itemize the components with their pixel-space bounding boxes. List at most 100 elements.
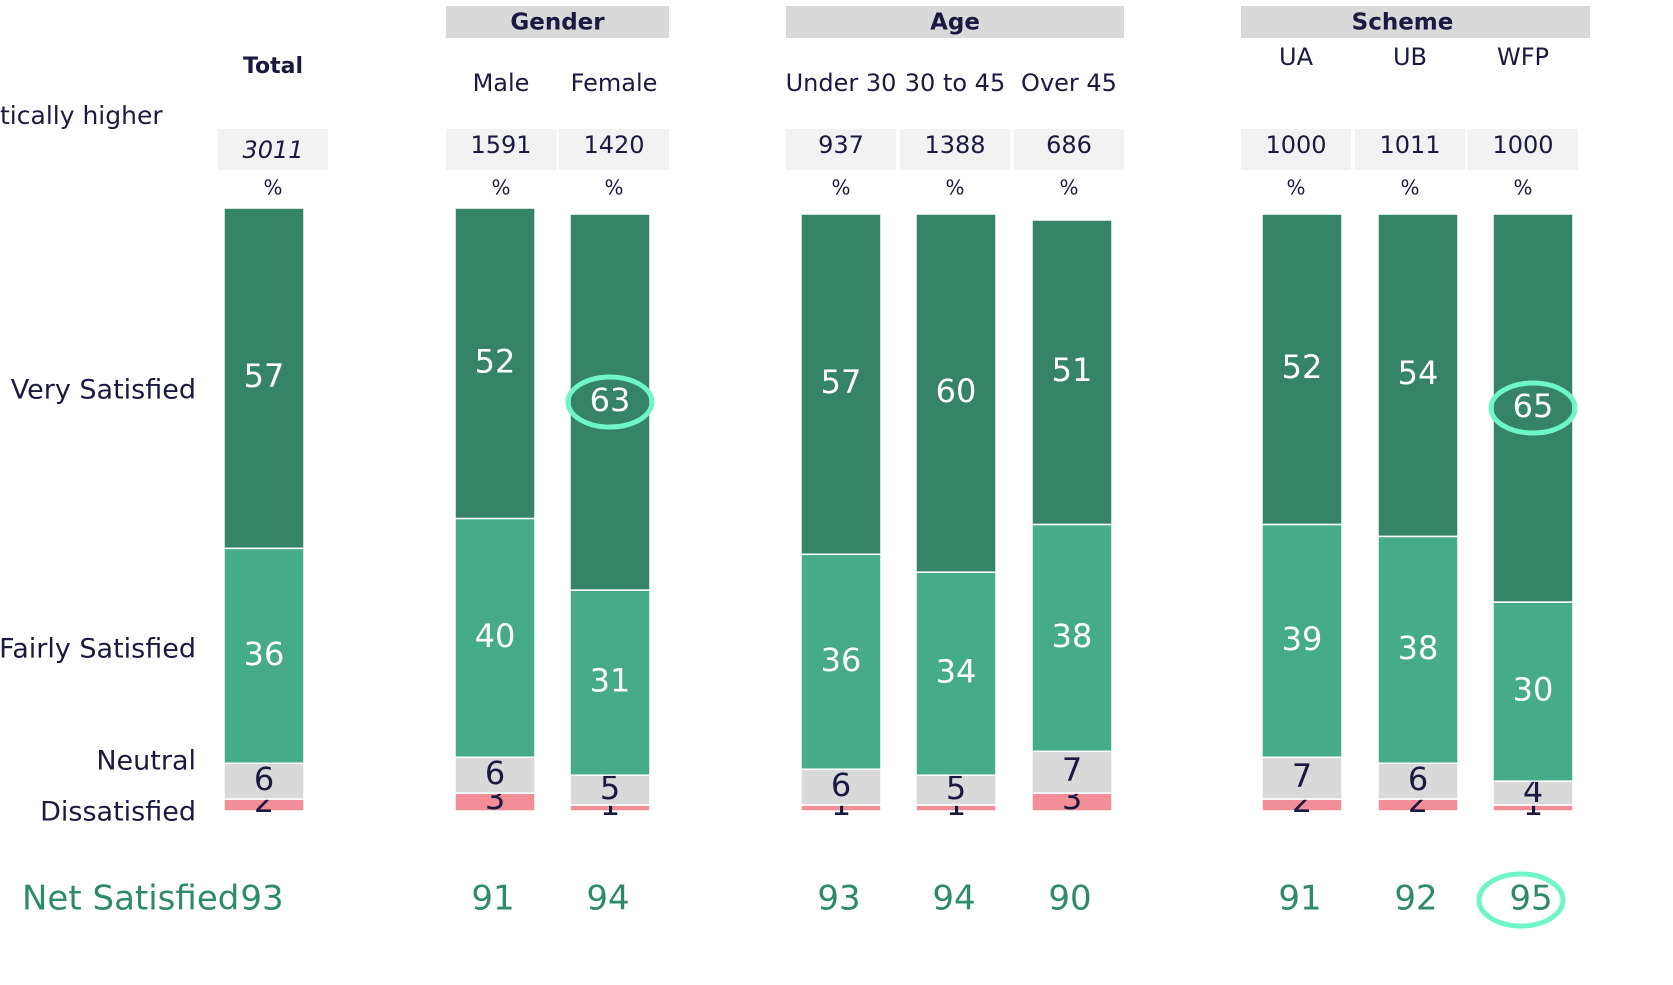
- total-header: Total: [243, 54, 303, 79]
- unit-label: %: [604, 176, 623, 200]
- note: tically higher: [0, 101, 163, 130]
- column-header: WFP: [1497, 43, 1549, 71]
- segment-label: 5: [600, 769, 620, 807]
- group-header-box: [786, 6, 1124, 38]
- highlight-ellipse: [1488, 380, 1578, 436]
- segment-label: 30: [1513, 671, 1554, 709]
- column-header: Over 45: [1021, 69, 1117, 97]
- column-header: UA: [1279, 43, 1314, 71]
- highlight-ellipse: [1476, 871, 1566, 929]
- segment-label: 36: [244, 635, 285, 673]
- group-header: Gender: [510, 10, 605, 36]
- bar-segment: [915, 571, 997, 776]
- bar-segment: [569, 589, 651, 776]
- segment-label: 40: [475, 617, 516, 655]
- row-label: Neutral: [96, 746, 196, 777]
- column-header: Male: [473, 69, 530, 97]
- net-value: 91: [471, 879, 514, 919]
- segment-label: 31: [590, 662, 631, 700]
- net-label: Net Satisfied: [22, 879, 239, 919]
- base-box: [559, 129, 669, 170]
- group-header-box: [1241, 6, 1590, 38]
- row-label: Dissatisfied: [40, 797, 196, 828]
- unit-label: %: [1286, 176, 1305, 200]
- net-value: 94: [586, 879, 629, 919]
- segment-label: 6: [1408, 760, 1428, 798]
- segment-label: 7: [1292, 757, 1312, 795]
- bar-segment: [569, 213, 651, 591]
- bar-segment: [800, 213, 882, 556]
- segment-label: 57: [821, 363, 862, 401]
- segment-label: 6: [485, 754, 505, 792]
- unit-label: %: [831, 176, 850, 200]
- segment-label: 6: [831, 766, 851, 804]
- net-value: 91: [1278, 879, 1321, 919]
- bar-segment: [800, 553, 882, 770]
- unit-label: %: [1513, 176, 1532, 200]
- base-value: 686: [1046, 131, 1092, 159]
- column-header: UB: [1393, 43, 1427, 71]
- base-box: [1355, 129, 1465, 170]
- base-value: 1388: [924, 131, 985, 159]
- base-box: [900, 129, 1010, 170]
- base-box: [786, 129, 896, 170]
- segment-label: 5: [946, 769, 966, 807]
- bar-segment: [1377, 213, 1459, 538]
- row-label: Very Satisfied: [11, 375, 196, 406]
- unit-label: %: [1059, 176, 1078, 200]
- base-value: 1000: [1492, 131, 1553, 159]
- unit-label: %: [1400, 176, 1419, 200]
- base-box: [1014, 129, 1124, 170]
- segment-label: 52: [475, 342, 516, 380]
- bar-segment: [1031, 750, 1113, 794]
- base-box: [218, 129, 328, 170]
- segment-label: 38: [1398, 629, 1439, 667]
- column-header: 30 to 45: [905, 69, 1005, 97]
- segment-label: 39: [1282, 620, 1323, 658]
- segment-label: 51: [1052, 351, 1093, 389]
- base-value: 1420: [583, 131, 644, 159]
- column-header: Under 30: [786, 69, 897, 97]
- base-value: 3011: [242, 136, 303, 164]
- base-value: 937: [818, 131, 864, 159]
- bar-segment: [454, 756, 536, 794]
- base-value: 1011: [1379, 131, 1440, 159]
- unit-label: %: [491, 176, 510, 200]
- net-value: 93: [240, 879, 283, 919]
- segment-label: 65: [1513, 387, 1554, 425]
- bar-segment: [1377, 762, 1459, 800]
- segment-label: 7: [1062, 751, 1082, 789]
- column-header: Female: [571, 69, 658, 97]
- bar-segment: [915, 774, 997, 806]
- base-box: [1241, 129, 1351, 170]
- highlight-ellipse: [565, 374, 655, 430]
- bar-segment: [915, 213, 997, 573]
- segment-label: 36: [821, 641, 862, 679]
- base-box: [446, 129, 556, 170]
- bar-segment: [454, 207, 536, 520]
- bar-segment: [223, 547, 305, 764]
- row-label: Fairly Satisfied: [0, 634, 196, 665]
- segment-label: 63: [590, 381, 631, 419]
- base-box: [1468, 129, 1578, 170]
- net-value: 94: [932, 879, 975, 919]
- bar-segment: [454, 517, 536, 759]
- group-header-box: [446, 6, 669, 38]
- bar-segment: [800, 768, 882, 806]
- bar-segment: [223, 207, 305, 550]
- unit-label: %: [945, 176, 964, 200]
- group-header: Age: [930, 10, 980, 36]
- segment-label: 57: [244, 357, 285, 395]
- segment-label: 38: [1052, 617, 1093, 655]
- bar-segment: [1261, 523, 1343, 759]
- segment-label: 6: [254, 760, 274, 798]
- segment-label: 54: [1398, 354, 1439, 392]
- base-value: 1591: [470, 131, 531, 159]
- base-value: 1000: [1265, 131, 1326, 159]
- segment-label: 52: [1282, 348, 1323, 386]
- bar-segment: [1031, 219, 1113, 526]
- net-value: 93: [817, 879, 860, 919]
- net-value: 95: [1509, 879, 1552, 919]
- unit-label: %: [263, 176, 282, 200]
